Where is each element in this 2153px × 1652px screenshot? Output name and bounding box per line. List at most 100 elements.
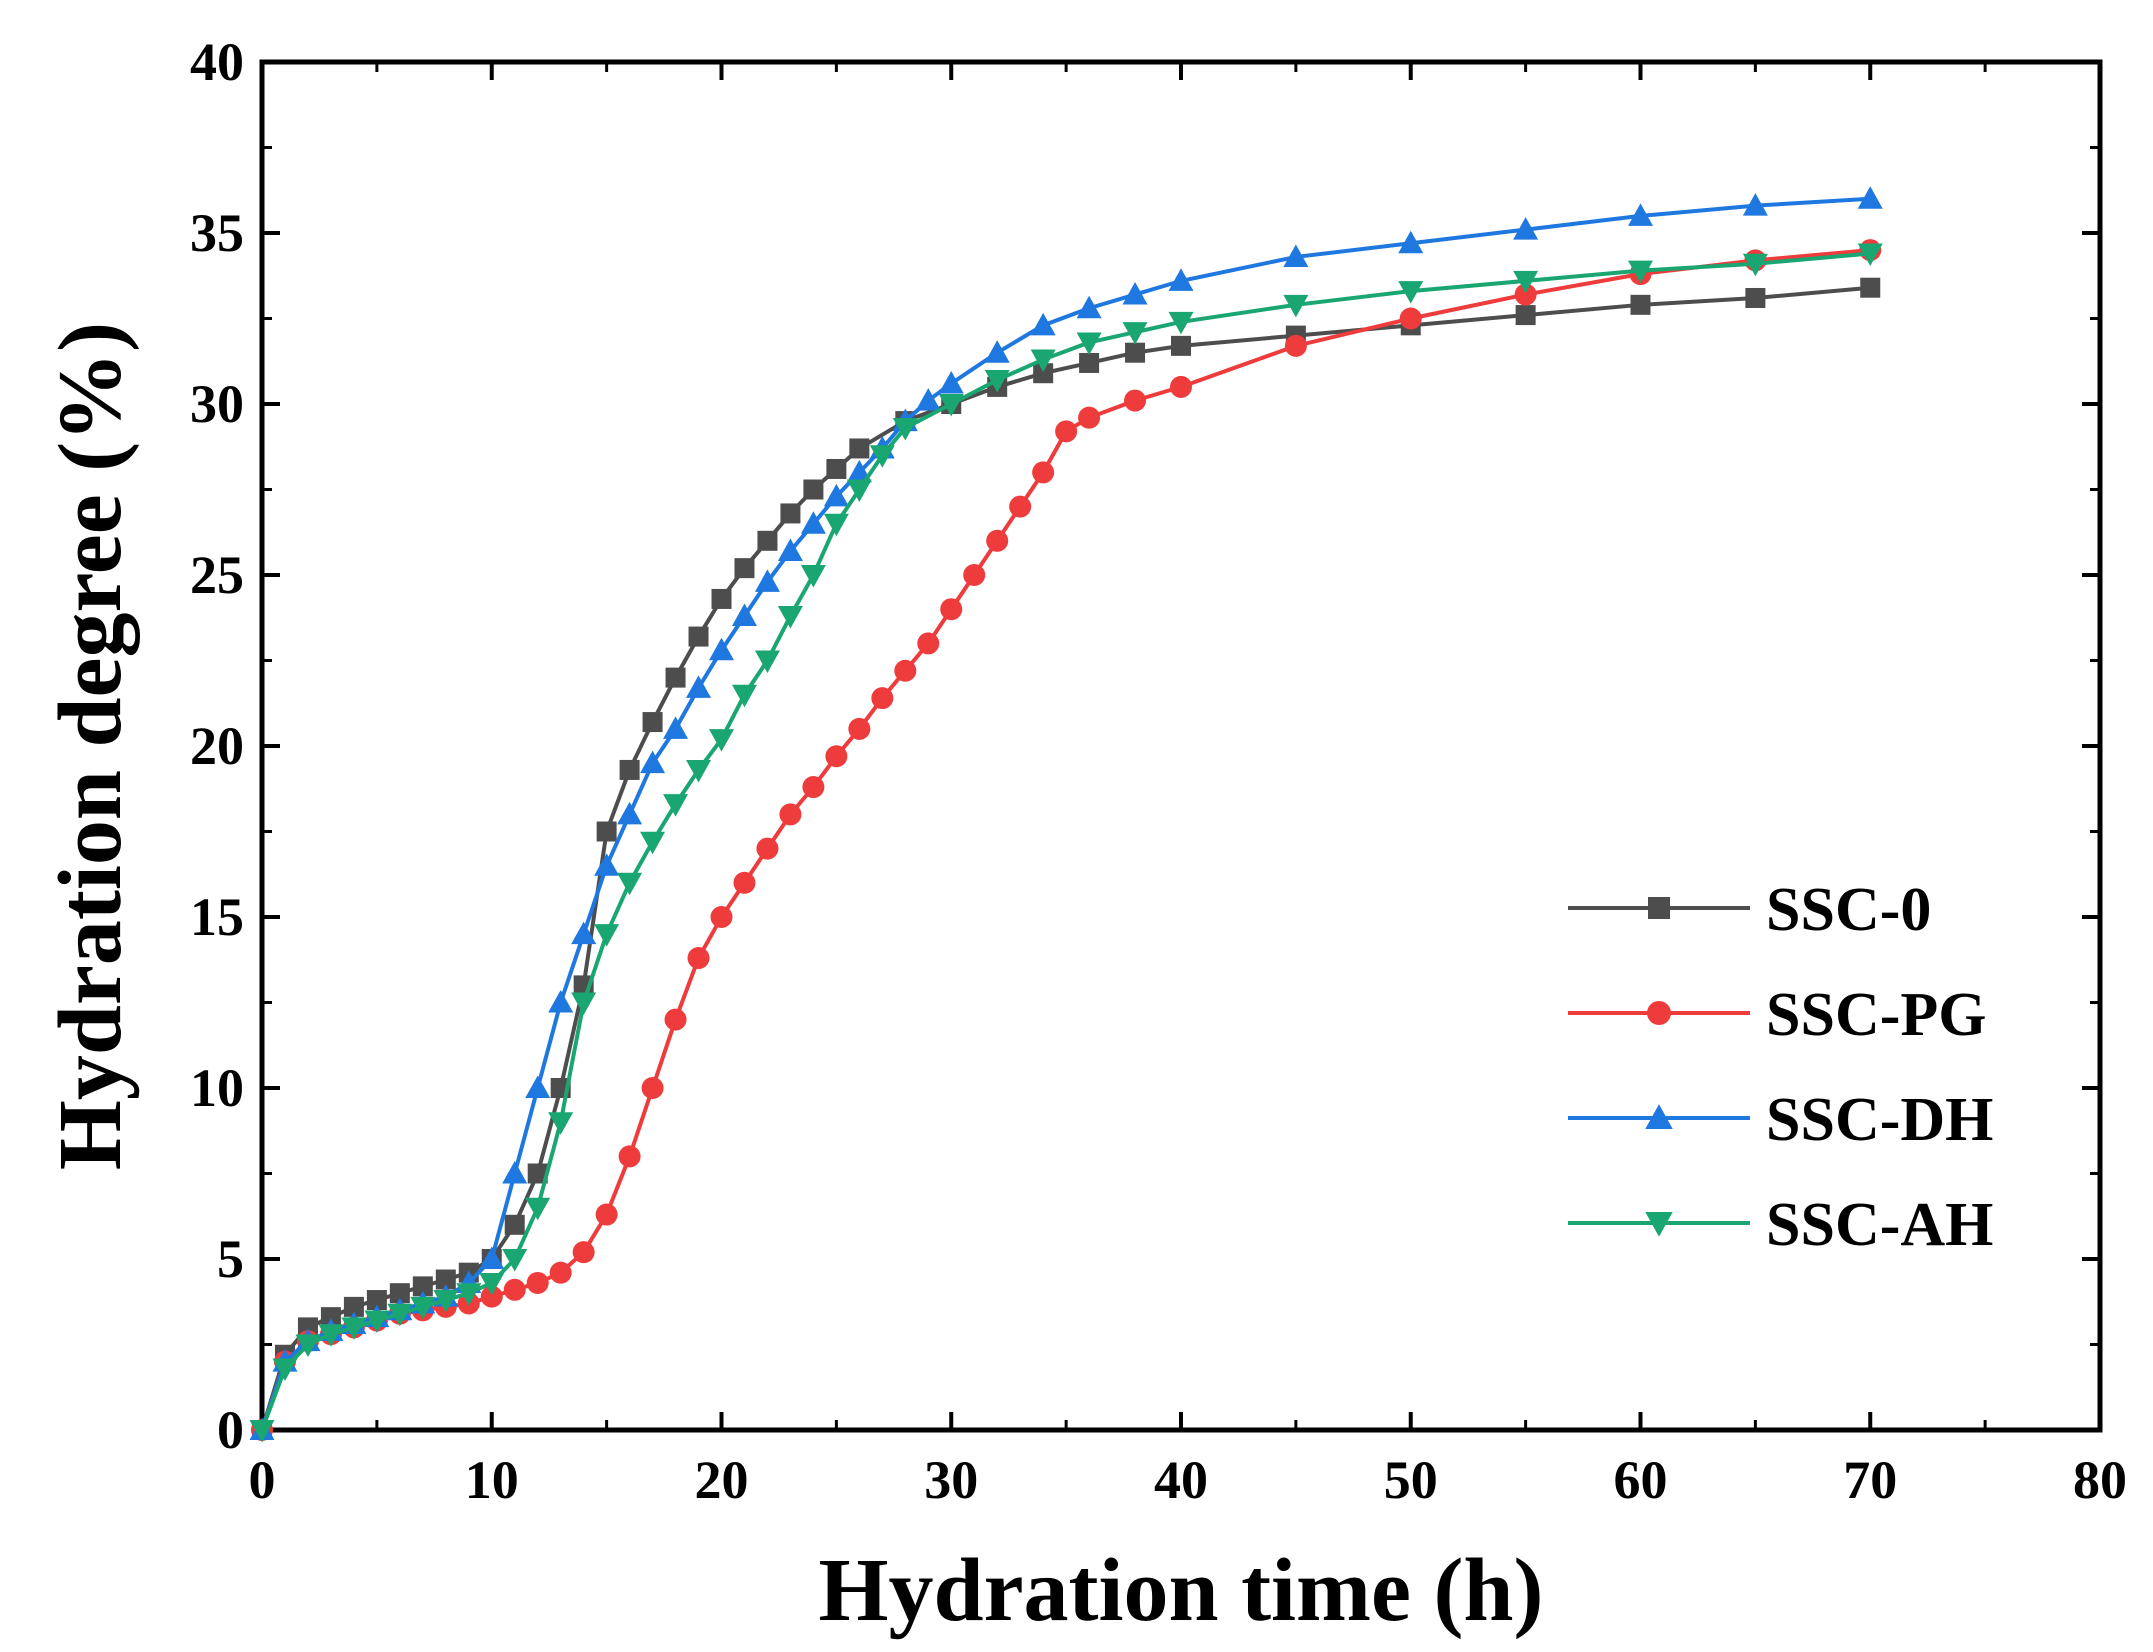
data-point — [848, 717, 871, 740]
data-point — [825, 745, 848, 768]
data-point — [619, 759, 640, 780]
data-point — [986, 529, 1009, 552]
data-point — [754, 650, 780, 673]
data-point — [963, 564, 986, 586]
data-point — [1860, 277, 1881, 298]
data-point — [1857, 243, 1883, 267]
data-point — [640, 750, 666, 774]
data-series — [249, 186, 1883, 1443]
data-point — [435, 1269, 456, 1290]
data-point — [480, 1285, 503, 1308]
data-point — [1055, 420, 1078, 443]
data-point — [1514, 283, 1537, 306]
data-point — [1857, 186, 1883, 209]
data-point — [504, 1214, 525, 1235]
data-point — [1124, 389, 1147, 412]
x-tick-label: 20 — [695, 1450, 749, 1510]
data-point — [665, 667, 686, 688]
data-point — [295, 1334, 321, 1357]
data-point — [479, 1246, 505, 1269]
data-point — [549, 1261, 572, 1284]
data-point — [502, 1161, 528, 1184]
data-point — [502, 1249, 528, 1272]
data-point — [1030, 349, 1056, 373]
data-point — [754, 569, 780, 592]
data-point — [525, 1075, 551, 1098]
x-axis-ticks: 0 10 20 30 40 50 60 70 80 — [249, 62, 2127, 1510]
data-point — [366, 1290, 387, 1311]
data-point — [1283, 294, 1309, 318]
data-point — [1630, 294, 1651, 315]
data-point — [595, 1203, 618, 1226]
y-tick-label: 0 — [217, 1400, 244, 1460]
data-point — [823, 513, 849, 537]
data-point — [1283, 244, 1309, 267]
data-point — [1513, 217, 1539, 240]
data-point — [1398, 281, 1424, 304]
data-point — [756, 837, 779, 860]
data-point — [780, 503, 801, 524]
data-point — [846, 479, 872, 502]
data-point — [527, 1163, 548, 1184]
data-point — [525, 1197, 551, 1221]
data-point — [596, 821, 617, 842]
data-point — [823, 483, 849, 507]
data-point — [1628, 203, 1653, 226]
x-tick-label: 80 — [2073, 1450, 2127, 1510]
data-point — [320, 1307, 341, 1328]
data-point — [1745, 287, 1766, 308]
data-point — [1399, 307, 1422, 330]
data-point — [687, 947, 710, 970]
data-point — [571, 992, 597, 1015]
data-point — [686, 675, 712, 698]
data-point — [526, 1271, 549, 1294]
data-point — [318, 1324, 344, 1347]
legend: SSC-0 SSC-PG SSC-DH SSC-AH — [1568, 876, 1993, 1259]
data-point — [894, 659, 917, 682]
x-tick-label: 60 — [1614, 1450, 1668, 1510]
data-point — [1170, 375, 1192, 398]
data-point — [1168, 268, 1194, 291]
data-point — [617, 801, 643, 825]
data-point — [709, 637, 734, 661]
legend-item: SSC-DH — [1568, 1086, 1993, 1154]
y-tick-label: 40 — [190, 32, 244, 92]
data-point — [688, 626, 709, 647]
legend-marker — [1648, 897, 1670, 919]
data-point — [849, 438, 870, 459]
data-point — [984, 370, 1010, 393]
data-point — [826, 458, 847, 479]
data-point — [1513, 270, 1539, 294]
data-point — [1168, 311, 1194, 335]
data-point — [1515, 305, 1536, 326]
data-point — [389, 1283, 410, 1304]
series-SSC-DH — [249, 186, 1883, 1440]
data-point — [503, 1278, 526, 1301]
data-point — [777, 606, 803, 629]
data-point — [777, 538, 803, 562]
data-point — [711, 588, 732, 609]
data-point — [1032, 461, 1055, 484]
legend-item: SSC-0 — [1568, 876, 1931, 944]
data-point — [802, 776, 825, 799]
x-tick-label: 0 — [249, 1450, 276, 1510]
legend-item: SSC-PG — [1568, 981, 1986, 1049]
x-axis-title: Hydration time (h) — [819, 1541, 1544, 1640]
data-point — [709, 729, 734, 752]
data-point — [1076, 332, 1102, 355]
data-point — [410, 1296, 436, 1320]
data-point — [869, 445, 895, 468]
data-point — [272, 1358, 298, 1381]
data-point — [456, 1283, 482, 1306]
data-point — [710, 906, 733, 928]
data-point — [733, 871, 756, 894]
data-point — [800, 511, 826, 534]
data-point — [1122, 282, 1148, 305]
data-point — [1076, 295, 1102, 319]
data-point — [387, 1303, 413, 1327]
y-tick-label: 10 — [190, 1058, 244, 1118]
data-point — [1078, 406, 1101, 429]
y-axis-title: Hydration degree (%) — [41, 322, 140, 1170]
data-point — [1079, 352, 1100, 373]
